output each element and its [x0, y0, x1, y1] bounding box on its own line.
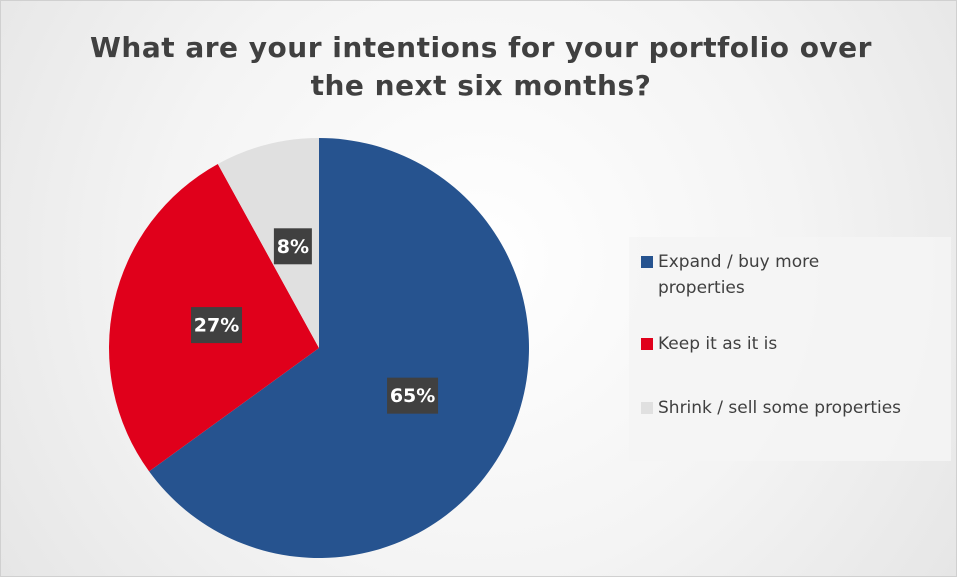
legend-entry: Shrink / sell some properties: [641, 395, 941, 421]
data-label: 65%: [390, 385, 435, 407]
legend-entry: Keep it as it is: [641, 331, 941, 357]
data-label: 27%: [194, 315, 239, 337]
legend-label: Expand / buy more properties: [658, 252, 820, 298]
data-label-box: [191, 307, 243, 344]
pie-slice: [149, 138, 529, 558]
legend: Expand / buy more properties Keep it as i…: [629, 237, 951, 461]
legend-swatch: [641, 256, 653, 268]
legend-entry: Expand / buy more properties: [641, 249, 941, 301]
legend-swatch: [641, 338, 653, 350]
pie-slice: [217, 138, 319, 348]
data-label: 8%: [277, 236, 309, 258]
legend-label: Keep it as it is: [658, 334, 778, 354]
data-label-box: [273, 228, 312, 265]
legend-label: Shrink / sell some properties: [658, 398, 902, 418]
legend-swatch: [641, 402, 653, 414]
data-label-box: [387, 377, 439, 414]
chart-title: What are your intentions for your portfo…: [90, 31, 872, 102]
